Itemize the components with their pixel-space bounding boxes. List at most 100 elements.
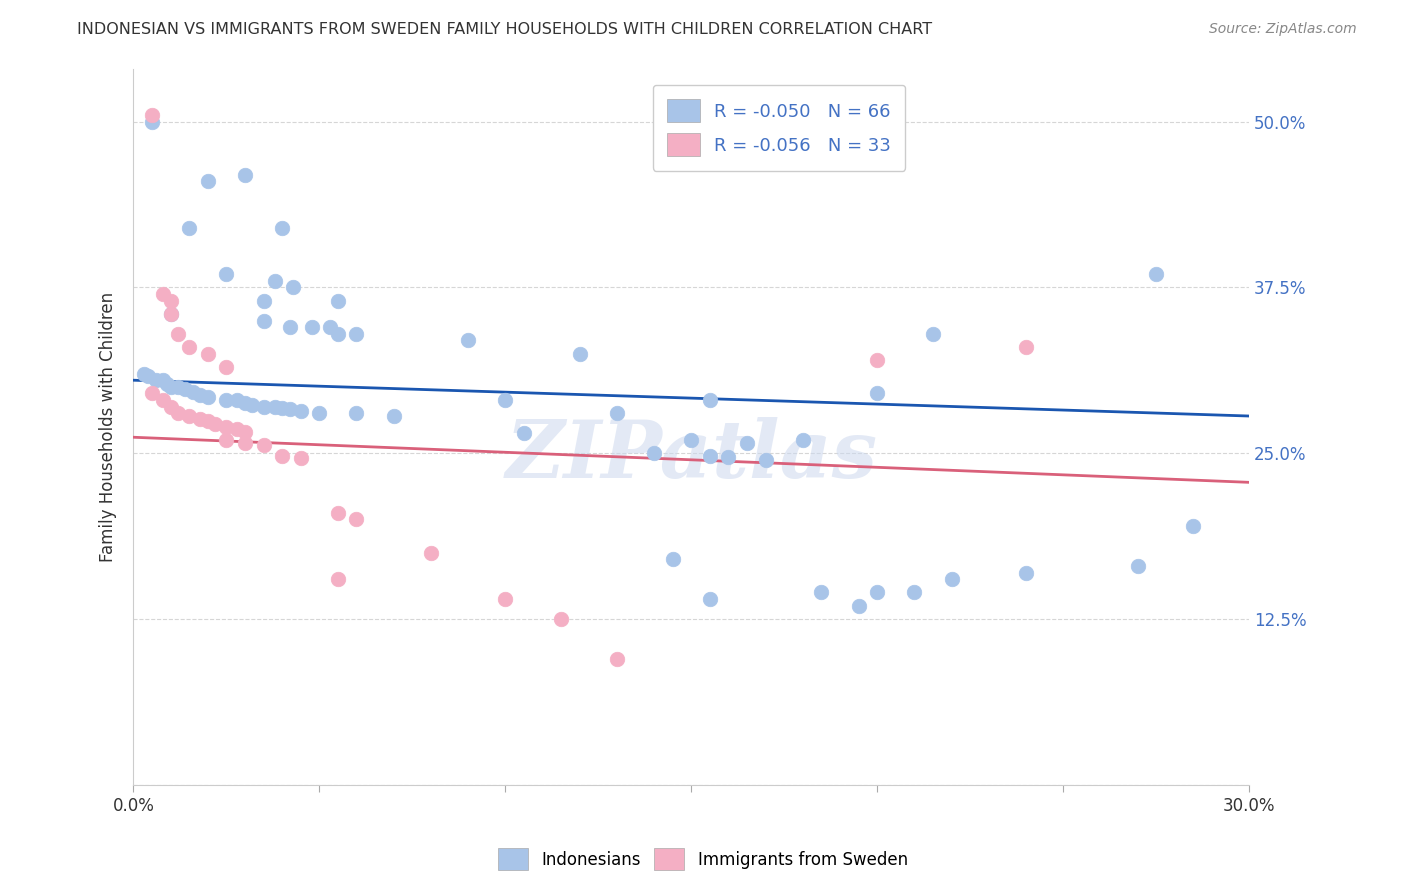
Point: [226, 422, 249, 436]
Point: [271, 220, 294, 235]
Point: [197, 391, 219, 405]
Point: [240, 399, 263, 413]
Point: [271, 401, 294, 415]
Point: [179, 340, 201, 354]
Point: [167, 380, 190, 394]
Point: [179, 409, 201, 423]
Point: [903, 585, 925, 599]
Point: [215, 393, 238, 408]
Point: [152, 373, 174, 387]
Point: [141, 114, 163, 128]
Point: [643, 446, 665, 460]
Point: [699, 449, 721, 463]
Text: INDONESIAN VS IMMIGRANTS FROM SWEDEN FAMILY HOUSEHOLDS WITH CHILDREN CORRELATION: INDONESIAN VS IMMIGRANTS FROM SWEDEN FAM…: [77, 22, 932, 37]
Point: [848, 599, 870, 613]
Point: [152, 287, 174, 301]
Point: [1182, 519, 1205, 533]
Point: [197, 414, 219, 428]
Point: [252, 400, 274, 414]
Point: [346, 406, 368, 420]
Point: [159, 380, 181, 394]
Point: [174, 383, 197, 397]
Point: [197, 174, 219, 188]
Point: [179, 220, 201, 235]
Point: [550, 612, 572, 626]
Point: [283, 280, 305, 294]
Point: [326, 572, 349, 586]
Legend: Indonesians, Immigrants from Sweden: Indonesians, Immigrants from Sweden: [492, 842, 914, 877]
Point: [457, 334, 479, 348]
Point: [326, 293, 349, 308]
Point: [699, 592, 721, 607]
Point: [252, 438, 274, 452]
Point: [167, 406, 190, 420]
Point: [792, 433, 814, 447]
Point: [1015, 566, 1038, 580]
Point: [494, 393, 516, 408]
Point: [606, 406, 628, 420]
Point: [681, 433, 703, 447]
Point: [134, 367, 156, 381]
Point: [263, 274, 285, 288]
Point: [866, 585, 889, 599]
Y-axis label: Family Households with Children: Family Households with Children: [100, 292, 117, 562]
Point: [717, 450, 740, 464]
Point: [922, 326, 945, 341]
Text: ZIPatlas: ZIPatlas: [505, 417, 877, 494]
Point: [159, 400, 181, 414]
Point: [141, 108, 163, 122]
Point: [188, 411, 211, 425]
Point: [215, 419, 238, 434]
Point: [215, 267, 238, 281]
Point: [278, 402, 301, 417]
Point: [419, 546, 441, 560]
Point: [319, 320, 342, 334]
Point: [568, 347, 591, 361]
Point: [233, 435, 256, 450]
Point: [278, 320, 301, 334]
Point: [513, 426, 536, 441]
Point: [167, 326, 190, 341]
Point: [1015, 340, 1038, 354]
Legend: R = -0.050   N = 66, R = -0.056   N = 33: R = -0.050 N = 66, R = -0.056 N = 33: [652, 85, 905, 171]
Point: [145, 373, 167, 387]
Point: [181, 385, 204, 400]
Point: [301, 320, 323, 334]
Text: Source: ZipAtlas.com: Source: ZipAtlas.com: [1209, 22, 1357, 37]
Point: [866, 353, 889, 368]
Point: [346, 326, 368, 341]
Point: [141, 386, 163, 401]
Point: [159, 293, 181, 308]
Point: [152, 393, 174, 408]
Point: [606, 652, 628, 666]
Point: [941, 572, 963, 586]
Point: [136, 369, 159, 384]
Point: [215, 433, 238, 447]
Point: [308, 406, 330, 420]
Point: [1126, 558, 1149, 573]
Point: [156, 377, 179, 392]
Point: [735, 435, 758, 450]
Point: [226, 393, 249, 408]
Point: [699, 393, 721, 408]
Point: [197, 347, 219, 361]
Point: [326, 326, 349, 341]
Point: [188, 388, 211, 402]
Point: [233, 425, 256, 439]
Point: [382, 409, 405, 423]
Point: [290, 403, 312, 417]
Point: [326, 506, 349, 520]
Point: [1144, 267, 1167, 281]
Point: [159, 307, 181, 321]
Point: [271, 449, 294, 463]
Point: [494, 592, 516, 607]
Point: [252, 313, 274, 327]
Point: [263, 400, 285, 414]
Point: [159, 307, 181, 321]
Point: [346, 512, 368, 526]
Point: [204, 417, 226, 431]
Point: [866, 386, 889, 401]
Point: [755, 452, 778, 467]
Point: [215, 359, 238, 374]
Point: [661, 552, 683, 566]
